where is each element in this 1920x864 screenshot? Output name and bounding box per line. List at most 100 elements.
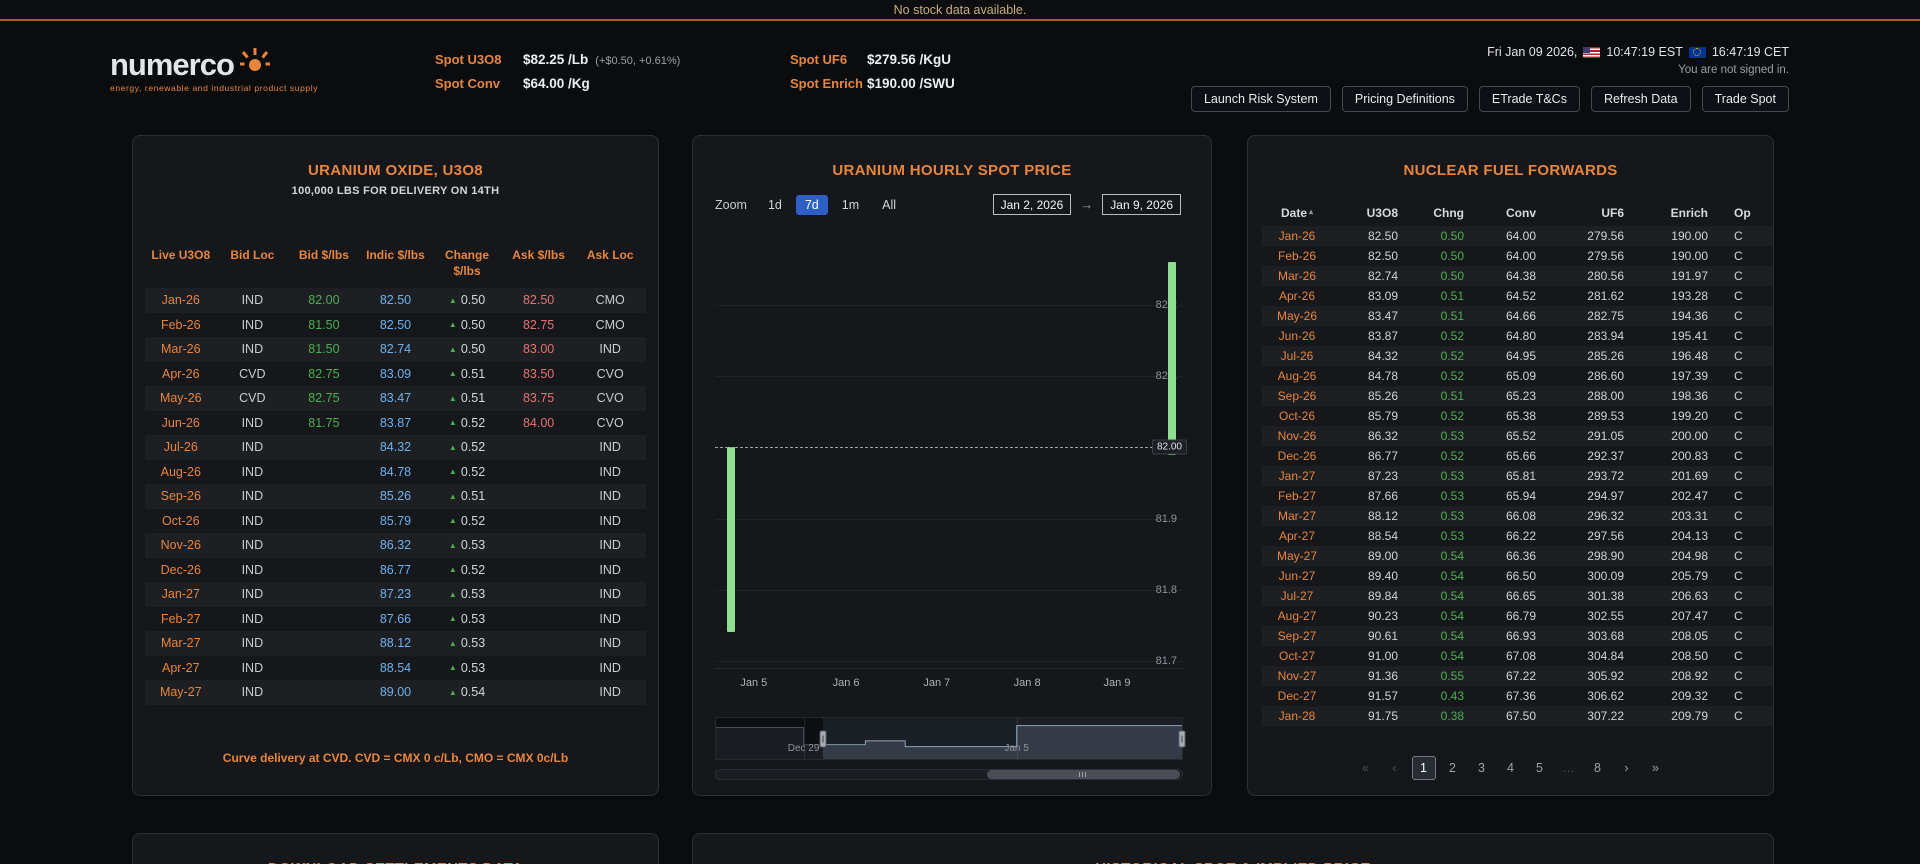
header-button[interactable]: Refresh Data — [1590, 86, 1691, 112]
chng-cell: 0.50 — [1440, 249, 1464, 263]
indic-cell: 84.32 — [379, 440, 412, 455]
month-cell: Aug-26 — [160, 464, 201, 479]
sort-header-chng[interactable]: Chng — [1433, 206, 1464, 220]
page-button[interactable]: 8 — [1586, 756, 1610, 780]
page-button[interactable]: 5 — [1528, 756, 1552, 780]
zoom-range-button[interactable]: 1d — [759, 195, 791, 215]
table-row: Jan-27 IND 87.23 0.53 IND — [145, 582, 646, 607]
header-button[interactable]: ETrade T&Cs — [1478, 86, 1580, 112]
table-row: Jan-28 91.75 0.38 67.50 307.22 209.79 C — [1262, 706, 1773, 726]
panel-title: DOWNLOAD SETTLEMENTS DATA — [133, 860, 658, 864]
table-row: Dec-27 91.57 0.43 67.36 306.62 209.32 C — [1262, 686, 1773, 706]
chng-cell: 0.53 — [1440, 509, 1464, 523]
zoom-range-button[interactable]: 1m — [833, 195, 868, 215]
change-cell: 0.52 — [431, 411, 503, 436]
range-from-input[interactable]: Jan 2, 2026 — [992, 194, 1072, 215]
chng-cell: 0.52 — [1440, 329, 1464, 343]
navigator-right-handle[interactable] — [1178, 730, 1186, 747]
chng-cell: 0.54 — [1440, 609, 1464, 623]
table-row: Jan-26 82.50 0.50 64.00 279.56 190.00 C — [1262, 226, 1773, 246]
sort-header-date[interactable]: Date — [1262, 200, 1332, 226]
enrich-cell: 203.31 — [1671, 509, 1708, 523]
table-row: Jul-26 84.32 0.52 64.95 285.26 196.48 C — [1262, 346, 1773, 366]
sort-header-conv[interactable]: Conv — [1506, 206, 1536, 220]
page-button[interactable]: … — [1557, 756, 1581, 780]
op-cell: C — [1734, 489, 1743, 503]
page-button[interactable]: › — [1615, 756, 1639, 780]
uf6-cell: 283.94 — [1587, 329, 1624, 343]
table-row: Nov-27 91.36 0.55 67.22 305.92 208.92 C — [1262, 666, 1773, 686]
chart-navigator[interactable]: Dec 29 Jan 5 — [715, 717, 1186, 760]
uf6-cell: 307.22 — [1587, 709, 1624, 723]
bid-loc-cell: IND — [241, 317, 264, 332]
range-to-input[interactable]: Jan 9, 2026 — [1102, 194, 1181, 215]
page-button[interactable]: ‹ — [1383, 756, 1407, 780]
conv-cell: 66.65 — [1505, 589, 1536, 603]
page-button[interactable]: » — [1644, 756, 1668, 780]
datetime: Fri Jan 09 2026, 10:47:19 EST 16:47:19 C… — [1487, 45, 1789, 59]
u3o8-cell: 82.74 — [1367, 269, 1398, 283]
page-button[interactable]: 3 — [1470, 756, 1494, 780]
spot-prices-right: Spot UF6 $279.56 /KgU Spot Enrich $190.0… — [790, 52, 962, 91]
indic-cell: 85.79 — [379, 513, 412, 528]
ask-loc-cell: IND — [599, 562, 621, 577]
spot-label: Spot U3O8 — [435, 52, 502, 67]
ask-cell — [503, 607, 575, 632]
bid-cell — [288, 607, 360, 632]
column-header: Bid $/lbs — [298, 248, 349, 262]
up-arrow-icon — [449, 391, 461, 405]
ask-cell — [503, 509, 575, 534]
bid-cell — [288, 533, 360, 558]
sort-header-u3o8[interactable]: U3O8 — [1366, 206, 1398, 220]
page-button[interactable]: 2 — [1441, 756, 1465, 780]
u3o8-cell: 91.36 — [1367, 669, 1398, 683]
op-cell: C — [1734, 289, 1743, 303]
indic-cell: 86.32 — [379, 538, 412, 553]
chng-cell: 0.54 — [1440, 649, 1464, 663]
notice-bar: No stock data available. — [0, 0, 1920, 21]
op-cell: C — [1734, 509, 1743, 523]
bid-cell: 81.50 — [308, 317, 340, 332]
chart-scrollbar[interactable] — [715, 769, 1183, 780]
enrich-cell: 190.00 — [1671, 249, 1708, 263]
chng-cell: 0.52 — [1440, 409, 1464, 423]
u3o8-cell: 86.77 — [1367, 449, 1398, 463]
change-cell: 0.50 — [431, 337, 503, 362]
zoom-range-button[interactable]: All — [873, 195, 905, 215]
spot-value: $279.56 /KgU — [867, 52, 952, 67]
spot-change: (+$0.50, +0.61%) — [595, 55, 681, 67]
table-row: Mar-27 IND 88.12 0.53 IND — [145, 631, 646, 656]
ask-cell: 82.50 — [522, 293, 555, 308]
page-button[interactable]: 4 — [1499, 756, 1523, 780]
navigator-gridline — [1016, 718, 1018, 759]
up-arrow-icon — [449, 367, 461, 381]
u3o8-cell: 89.00 — [1367, 549, 1398, 563]
sort-header-uf6[interactable]: UF6 — [1601, 206, 1624, 220]
date-cell: Mar-26 — [1277, 269, 1316, 283]
header-button[interactable]: Pricing Definitions — [1341, 86, 1468, 112]
navigator-selection[interactable] — [822, 718, 1182, 759]
sort-header-enrich[interactable]: Enrich — [1670, 206, 1708, 220]
chart-plot[interactable]: 82.2 82.1 81.9 81.8 81.7 Jan 5 Jan 6 Jan 7 Jan 8… — [715, 234, 1187, 689]
chng-cell: 0.50 — [1440, 269, 1464, 283]
header-button[interactable]: Launch Risk System — [1190, 86, 1331, 112]
spot-prices-left: Spot U3O8 $82.25 /Lb (+$0.50, +0.61%) Sp… — [435, 52, 680, 91]
table-row: Mar-26 IND 81.50 82.74 0.50 83.00 IND — [145, 337, 646, 362]
page-button[interactable]: 1 — [1411, 756, 1436, 780]
u3o8-cell: 83.09 — [1367, 289, 1398, 303]
header-button[interactable]: Trade Spot — [1701, 86, 1789, 112]
bid-loc-cell: IND — [241, 513, 264, 528]
zoom-range-button[interactable]: 7d — [795, 194, 828, 215]
navigator-left-handle[interactable] — [819, 730, 827, 747]
download-settlements-panel: DOWNLOAD SETTLEMENTS DATA — [132, 833, 659, 864]
scrollbar-thumb[interactable] — [986, 770, 1181, 779]
page-button[interactable]: « — [1354, 756, 1378, 780]
bid-loc-cell: CVD — [239, 366, 266, 381]
month-cell: Apr-27 — [162, 660, 200, 675]
table-row: Jan-26 IND 82.00 82.50 0.50 82.50 CMO — [145, 288, 646, 313]
chng-cell: 0.53 — [1440, 429, 1464, 443]
up-arrow-icon — [449, 636, 461, 650]
navigator-mask — [716, 718, 823, 759]
sort-header-op[interactable]: Op — [1734, 206, 1751, 220]
chng-cell: 0.54 — [1440, 589, 1464, 603]
